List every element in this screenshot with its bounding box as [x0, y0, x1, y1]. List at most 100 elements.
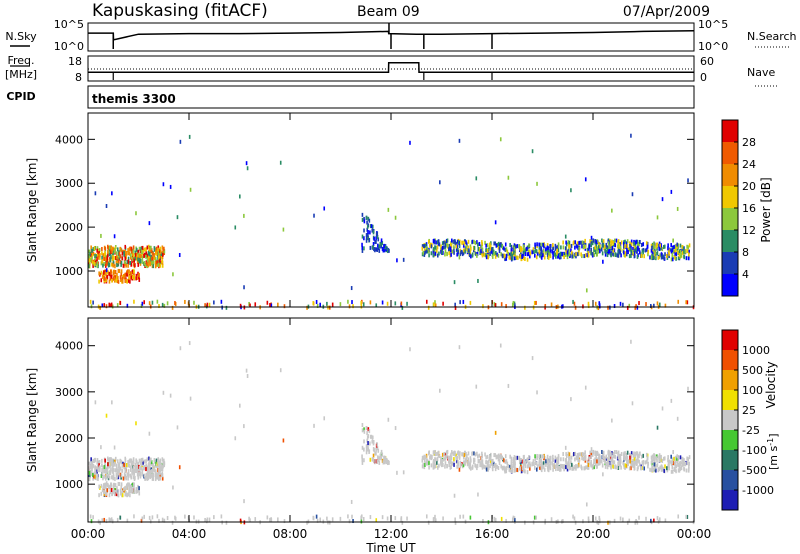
velocity-point	[552, 458, 554, 463]
power-colorbar-label: Power [dB]	[759, 177, 773, 242]
power-point	[93, 246, 96, 251]
station-title: Kapuskasing (fitACF)	[92, 1, 268, 21]
velocity-point	[647, 461, 649, 466]
velocity-point	[193, 515, 195, 520]
power-point	[109, 258, 112, 263]
power-point	[617, 249, 619, 254]
velocity-point	[583, 456, 586, 461]
power-point	[607, 245, 609, 250]
power-point	[279, 160, 282, 165]
velocity-point	[508, 467, 511, 472]
x-tick-label: 12:00	[374, 527, 409, 541]
velocity-ytick-label: 1000	[55, 478, 83, 491]
velocity-point	[88, 470, 91, 475]
power-point	[641, 248, 644, 253]
power-point	[120, 260, 123, 265]
power-point	[481, 247, 484, 252]
velocity-point	[566, 467, 569, 472]
power-point	[499, 137, 502, 142]
power-point	[559, 251, 562, 256]
velocity-point	[456, 464, 458, 469]
velocity-point	[135, 468, 138, 473]
velocity-point	[468, 465, 471, 470]
x-tick-label: 16:00	[475, 527, 510, 541]
power-point	[116, 255, 118, 260]
power-point	[575, 254, 577, 259]
velocity-point	[516, 467, 519, 472]
power-point	[589, 239, 591, 244]
velocity-point	[444, 451, 446, 456]
power-point	[128, 272, 130, 277]
power-point	[179, 139, 182, 144]
power-point	[425, 249, 427, 254]
power-point	[380, 238, 383, 243]
power-point	[112, 251, 114, 256]
power-point	[516, 255, 519, 260]
power-point	[249, 303, 251, 308]
power-point	[585, 288, 588, 293]
velocity-point	[663, 456, 666, 461]
velocity-point	[670, 398, 673, 403]
velocity-point	[656, 463, 659, 468]
time-xlabel: Time UT	[365, 541, 416, 554]
velocity-point	[570, 397, 572, 402]
power-point	[500, 252, 502, 257]
power-point	[379, 241, 382, 246]
power-point	[504, 254, 506, 259]
velocity-point	[557, 454, 560, 459]
power-point	[628, 303, 631, 308]
power-point	[319, 302, 321, 307]
velocity-point	[445, 450, 448, 455]
velocity-point	[646, 453, 649, 458]
power-point	[658, 302, 661, 307]
power-point	[512, 247, 515, 252]
velocity-point	[594, 516, 597, 521]
velocity-point	[151, 515, 154, 520]
velocity-ytick-label: 3000	[55, 386, 83, 399]
velocity-colorbar-swatch	[722, 330, 738, 350]
velocity-point	[543, 467, 546, 472]
velocity-point	[92, 458, 95, 463]
power-point	[376, 234, 379, 239]
power-point	[656, 246, 658, 251]
velocity-point	[428, 451, 430, 456]
velocity-point	[132, 457, 135, 462]
power-point	[115, 251, 118, 256]
power-point	[552, 255, 554, 260]
velocity-point	[372, 441, 375, 446]
power-point	[126, 272, 128, 277]
velocity-point	[546, 460, 549, 465]
power-point	[557, 242, 560, 247]
velocity-point	[120, 473, 123, 478]
power-point	[688, 249, 690, 254]
power-point	[98, 253, 101, 258]
power-point	[574, 252, 576, 257]
velocity-point	[127, 469, 130, 474]
power-point	[163, 249, 166, 254]
power-point	[584, 244, 587, 249]
power-point	[96, 246, 99, 251]
power-point	[533, 300, 536, 305]
power-point	[466, 242, 468, 247]
velocity-point	[630, 466, 632, 471]
power-point	[110, 262, 113, 267]
velocity-point	[246, 373, 249, 378]
velocity-point	[156, 475, 158, 480]
power-point	[660, 252, 663, 257]
velocity-point	[373, 448, 375, 453]
power-point	[571, 254, 574, 259]
velocity-point	[534, 460, 537, 465]
power-point	[658, 241, 661, 246]
velocity-point	[160, 473, 162, 478]
velocity-point	[494, 430, 497, 435]
velocity-point	[508, 464, 511, 469]
velocity-point	[680, 465, 683, 470]
velocity-point	[436, 451, 439, 456]
power-point	[584, 242, 587, 247]
velocity-point	[94, 472, 97, 477]
velocity-point	[559, 463, 562, 468]
velocity-point	[429, 455, 431, 460]
velocity-point	[636, 461, 638, 466]
power-point	[110, 302, 113, 307]
